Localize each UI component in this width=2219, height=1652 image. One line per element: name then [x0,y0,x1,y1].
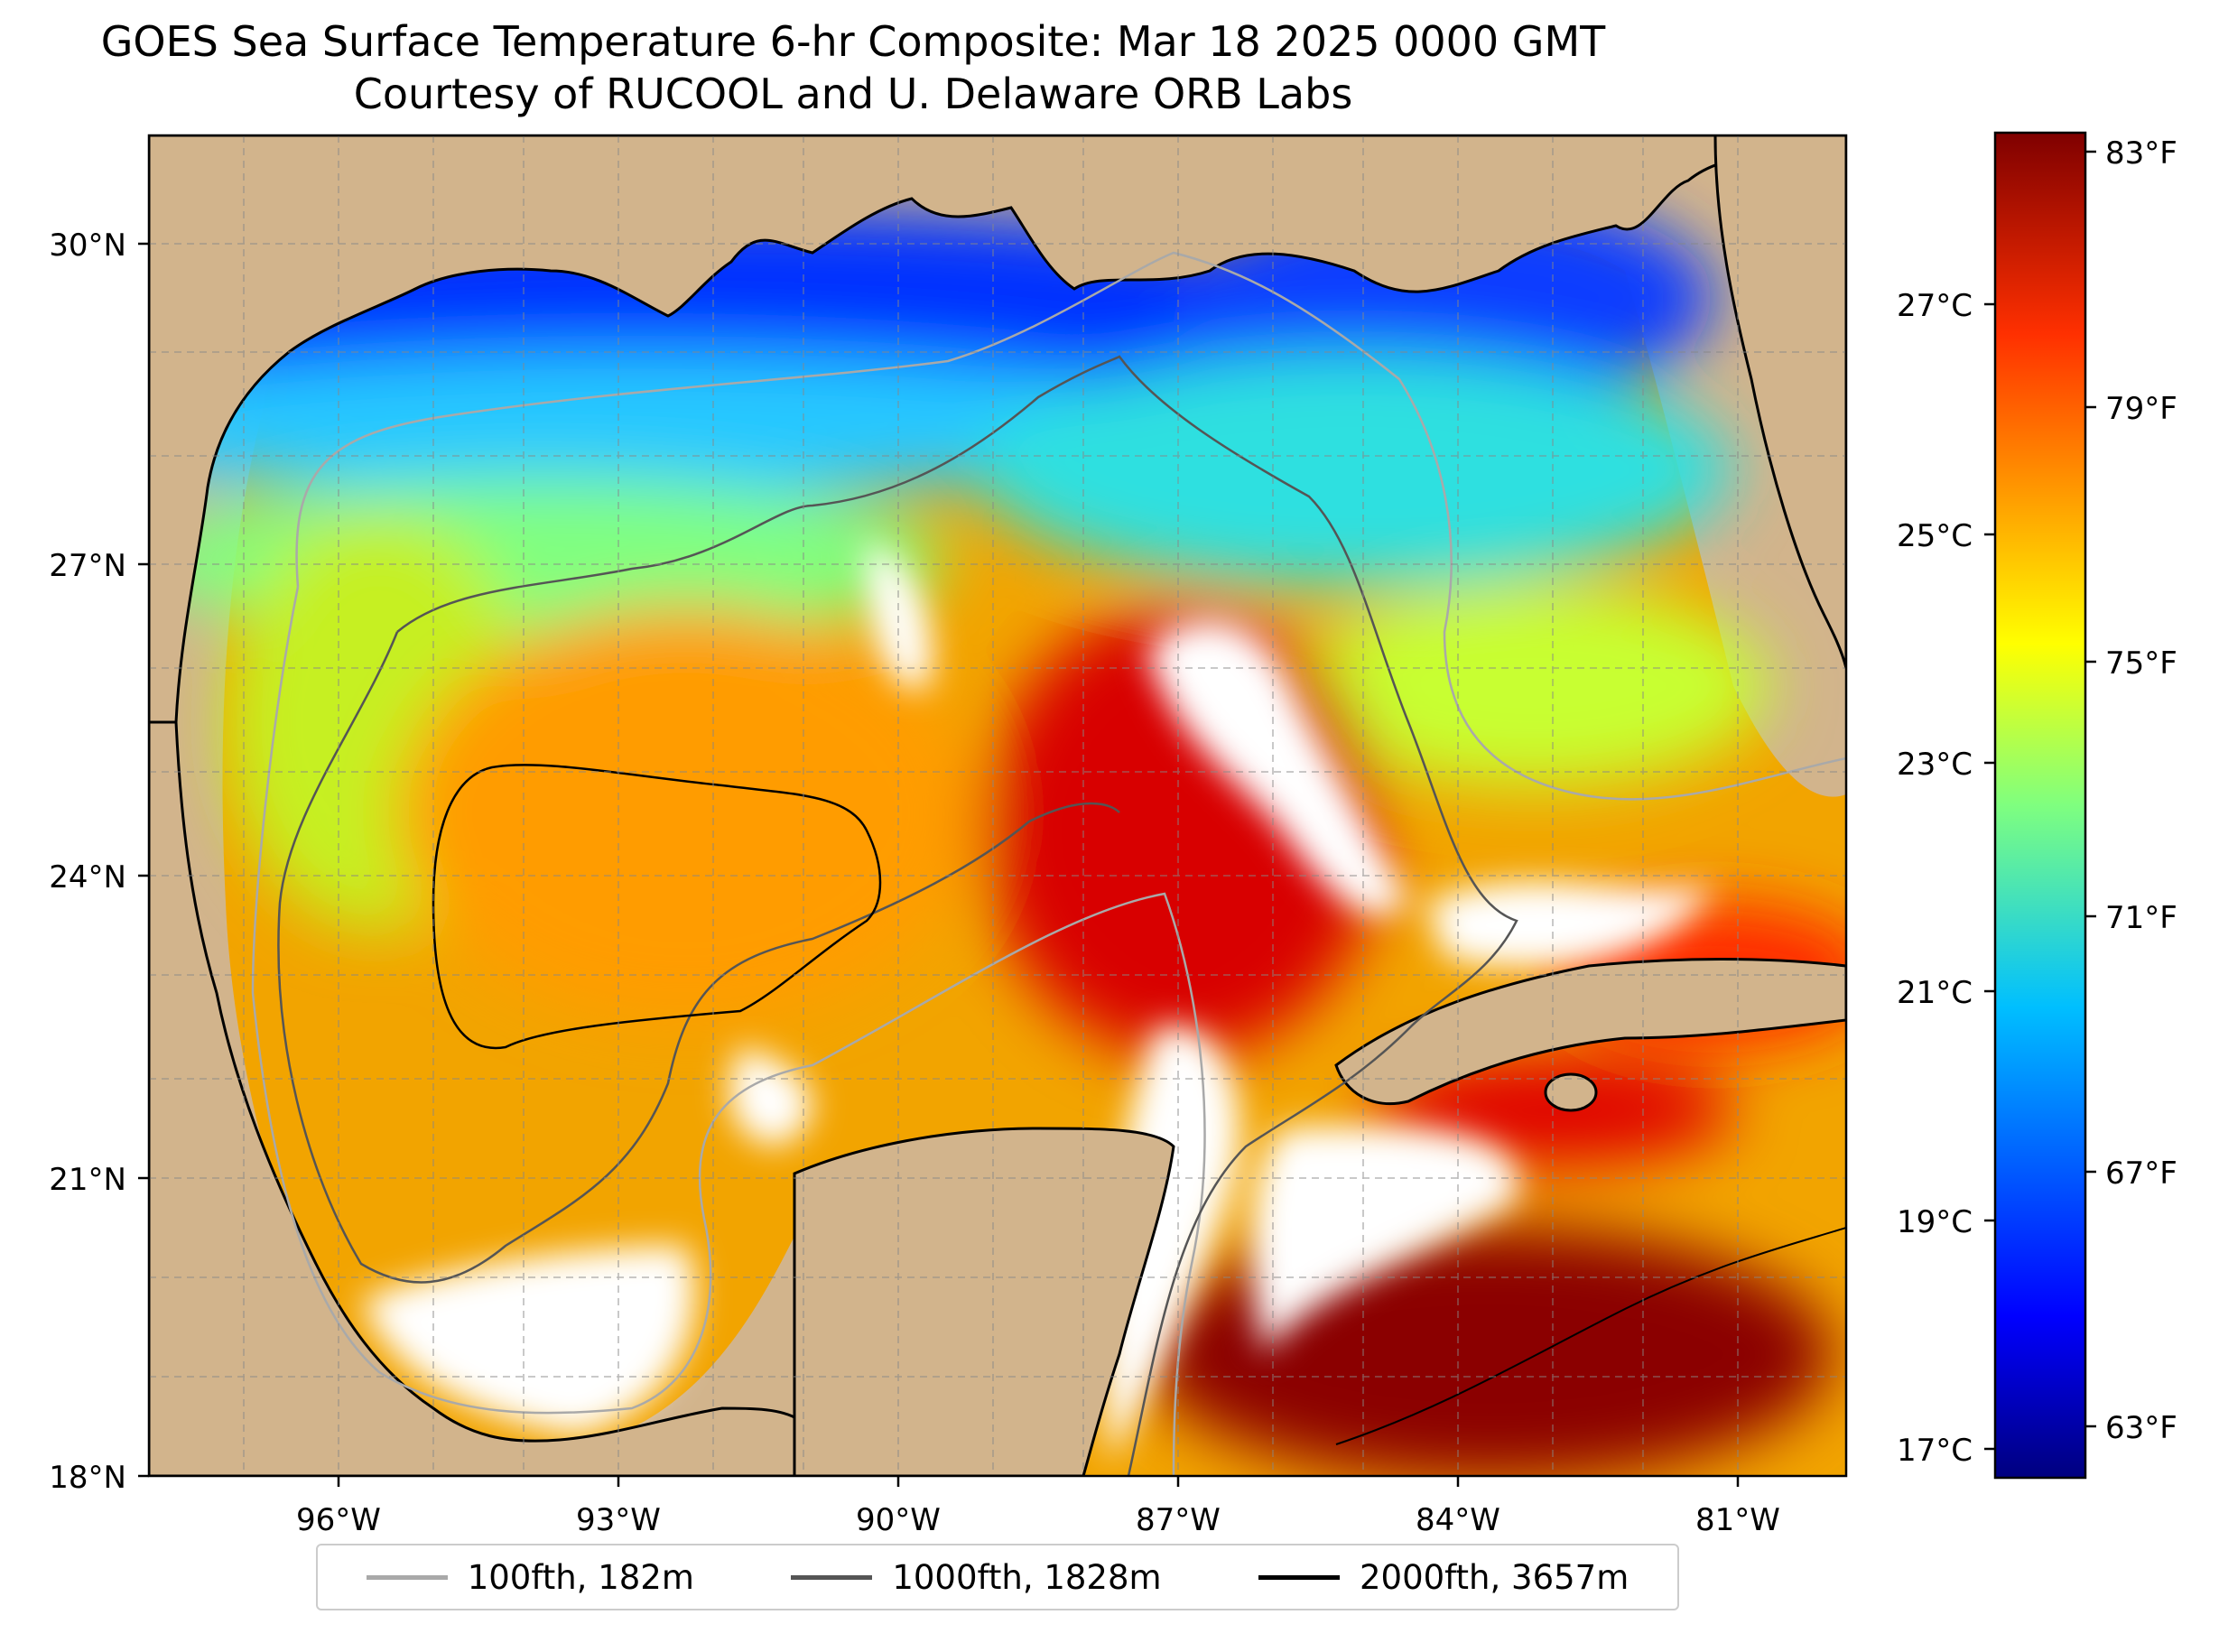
lat-label: 30°N [49,227,126,264]
map-area [149,135,1846,1476]
colorbar-fahrenheit-label: 83°F [2105,135,2177,172]
lon-label: 87°W [1136,1502,1221,1538]
map-frame [147,134,1848,1478]
map-title: GOES Sea Surface Temperature 6-hr Compos… [100,17,1606,66]
lat-label: 18°N [49,1460,126,1496]
colorbar-celsius-label: 25°C [1897,518,1973,554]
lat-label: 27°N [49,548,126,584]
legend-swatch [791,1574,873,1580]
legend-swatch [366,1574,448,1580]
legend: 100fth, 182m 1000fth, 1828m 2000fth, 365… [316,1544,1679,1610]
lat-label: 24°N [49,859,126,896]
colorbar-celsius-label: 19°C [1897,1204,1973,1240]
colorbar-celsius-label: 27°C [1897,288,1973,324]
legend-item-100fth: 100fth, 182m [366,1557,694,1597]
colorbar-celsius-label: 21°C [1897,975,1973,1011]
axis-ticks [138,242,1740,1487]
colorbar-celsius-label: 17°C [1897,1433,1973,1469]
colorbar [1993,131,2087,1480]
legend-label: 100fth, 182m [467,1557,694,1597]
colorbar-fahrenheit-label: 71°F [2105,900,2177,936]
lon-label: 81°W [1695,1502,1780,1538]
lon-label: 93°W [576,1502,661,1538]
lon-label: 96°W [296,1502,381,1538]
contour-1000fth [277,355,1518,1476]
contour-2000fth [432,764,882,1050]
colorbar-fahrenheit-label: 79°F [2105,391,2177,427]
legend-item-1000fth: 1000fth, 1828m [791,1557,1162,1597]
lon-label: 90°W [856,1502,941,1538]
lon-label: 84°W [1416,1502,1500,1538]
lat-label: 21°N [49,1162,126,1198]
colorbar-celsius-label: 23°C [1897,747,1973,783]
colorbar-fahrenheit-label: 63°F [2105,1410,2177,1446]
legend-label: 1000fth, 1828m [892,1557,1162,1597]
bathymetry [251,251,1846,1476]
legend-swatch [1258,1574,1341,1580]
legend-label: 2000fth, 3657m [1360,1557,1629,1597]
gridlines [149,135,1846,1476]
legend-item-2000fth: 2000fth, 3657m [1258,1558,1629,1597]
no-data-areas [361,542,1715,1462]
colorbar-ticks [1984,150,2096,1451]
map-subtitle: Courtesy of RUCOOL and U. Delaware ORB L… [353,70,1353,118]
coastlines [149,135,1846,1476]
contour-100fth [251,251,1846,1476]
colorbar-fahrenheit-label: 67°F [2105,1155,2177,1192]
colorbar-fahrenheit-label: 75°F [2105,645,2177,682]
